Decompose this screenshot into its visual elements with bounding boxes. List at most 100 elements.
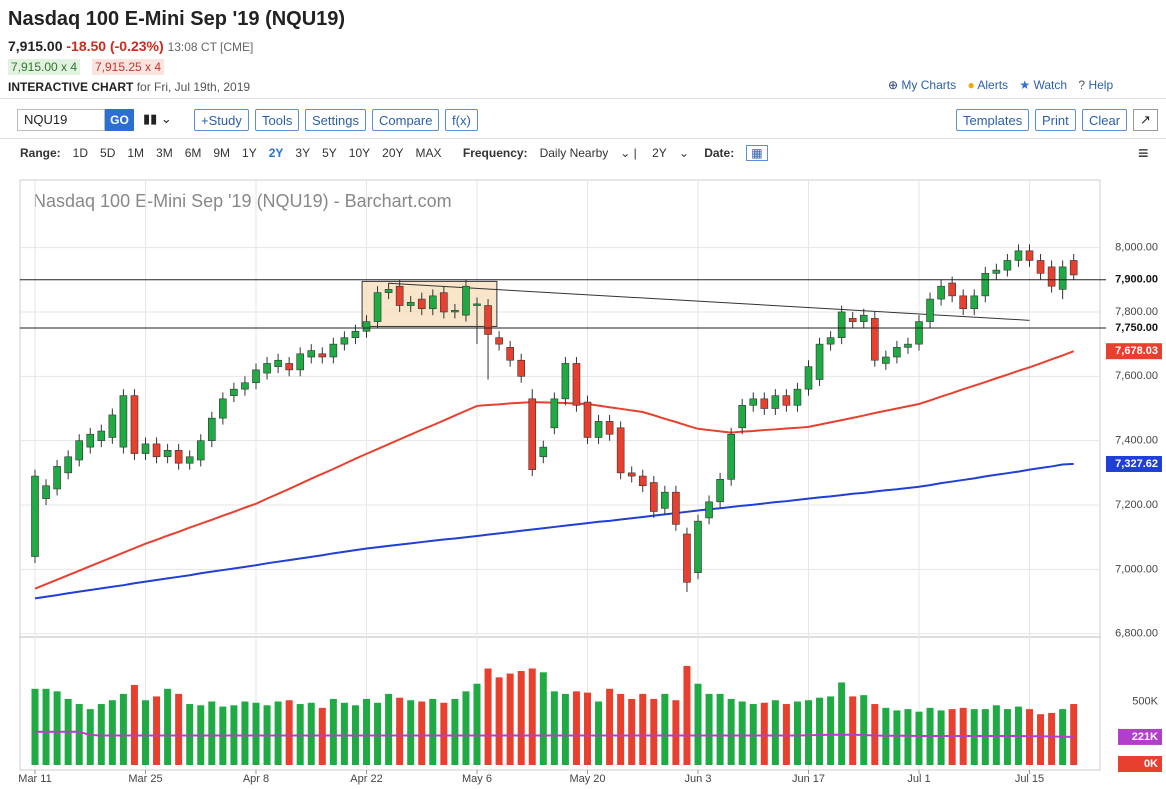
calendar[interactable]: ▦ xyxy=(746,145,768,161)
candle-body xyxy=(97,430,106,441)
menu[interactable]: ≡ xyxy=(1138,143,1149,163)
range-option[interactable]: 9M xyxy=(213,146,231,160)
y-tick-label: 8,000.00 xyxy=(1115,241,1158,253)
toolbar-button[interactable]: f(x) xyxy=(445,109,478,131)
toolbar-button[interactable]: Settings xyxy=(305,109,366,131)
candle-body xyxy=(462,285,470,316)
volume-bar xyxy=(970,709,978,765)
volume-bar xyxy=(1048,712,1056,765)
x-tick-label: Jul 15 xyxy=(1015,773,1044,785)
icon: ● xyxy=(967,78,975,92)
volume-bar xyxy=(595,701,603,765)
time: 13:08 CT [CME] xyxy=(167,40,254,54)
candle-body xyxy=(108,414,117,438)
icon: ? xyxy=(1078,78,1086,92)
candle-body xyxy=(893,347,901,358)
range-option[interactable]: 5Y xyxy=(322,146,337,160)
candle-body xyxy=(1069,260,1078,276)
volume-bar xyxy=(108,700,116,765)
volume-bar xyxy=(793,701,801,765)
volume-bar xyxy=(904,709,912,765)
expand-button[interactable]: ↗ xyxy=(1133,109,1158,131)
candle-body xyxy=(42,485,50,499)
range-option[interactable]: 1M xyxy=(127,146,145,160)
candle-body xyxy=(627,472,636,477)
symbol-input[interactable]: NQU19 xyxy=(17,109,105,131)
candle-body xyxy=(804,366,813,390)
toolbar-button[interactable]: +Study xyxy=(194,109,249,131)
range-label: Range: xyxy=(20,146,61,160)
go-button[interactable]: GO xyxy=(105,109,134,131)
volume-bar xyxy=(385,693,393,765)
volume-bar xyxy=(572,691,580,765)
volume-bar xyxy=(164,688,172,765)
volume-bar xyxy=(672,700,680,765)
volume-bar xyxy=(782,704,790,765)
hline-label: 7,750.00 xyxy=(1115,322,1158,334)
moving-average xyxy=(34,462,1074,600)
toolbar-button[interactable]: Clear xyxy=(1082,109,1128,131)
volume-marker: 221K xyxy=(1132,731,1158,743)
y-tick-label: 7,200.00 xyxy=(1115,499,1158,511)
link[interactable]: My Charts xyxy=(901,78,957,92)
ma-label: 7,678.03 xyxy=(1115,345,1158,357)
volume-bar xyxy=(484,668,492,765)
separator xyxy=(0,138,1166,139)
link[interactable]: Watch xyxy=(1033,78,1068,92)
volume-bar xyxy=(628,698,636,765)
candle-body xyxy=(948,282,956,297)
volume-bar xyxy=(639,693,647,765)
toolbar-button[interactable]: Compare xyxy=(372,109,440,131)
volume-bar xyxy=(937,710,945,765)
volume-marker-box xyxy=(1118,756,1162,772)
range-option[interactable]: 2Y xyxy=(268,146,284,160)
volume-bar xyxy=(683,665,691,765)
volume-bar xyxy=(561,693,569,765)
candle-body xyxy=(31,475,39,557)
candle-body xyxy=(561,363,570,400)
volume-bar xyxy=(374,702,382,765)
period[interactable]: 2Y xyxy=(652,146,667,160)
range-option[interactable]: MAX xyxy=(415,146,442,160)
range-option[interactable]: 20Y xyxy=(382,146,404,160)
candle-body xyxy=(307,350,316,358)
range-option[interactable]: 6M xyxy=(184,146,202,160)
volume-bar xyxy=(506,673,514,765)
range-option[interactable]: 1Y xyxy=(242,146,257,160)
candle-body xyxy=(495,337,503,345)
ask: 7,915.25 x 4 xyxy=(92,59,165,75)
toolbar-button[interactable]: Print xyxy=(1035,109,1076,131)
link[interactable]: Alerts xyxy=(977,78,1009,92)
candle-body xyxy=(252,369,260,384)
hline-label: 7,900.00 xyxy=(1115,274,1158,286)
toolbar-button[interactable]: Tools xyxy=(255,109,300,131)
volume-bar xyxy=(462,691,470,765)
volume-bar xyxy=(153,696,161,765)
date-label: Date: xyxy=(704,146,735,160)
candle-body xyxy=(572,363,581,406)
range-option[interactable]: 3M xyxy=(156,146,173,160)
candle-body xyxy=(716,479,724,503)
range-option[interactable]: 5D xyxy=(100,146,116,160)
volume-bar xyxy=(749,704,757,765)
volume-bar xyxy=(285,700,293,765)
volume-bar xyxy=(86,709,94,765)
volume-bar xyxy=(716,693,724,765)
link[interactable]: Help xyxy=(1088,78,1114,92)
dropdown: ⌄ xyxy=(678,146,689,160)
x-tick-label: Mar 25 xyxy=(128,773,162,785)
volume-tick-label: 500K xyxy=(1132,695,1158,707)
range-option[interactable]: 10Y xyxy=(348,146,371,160)
candle-body xyxy=(738,404,747,429)
volume-bar xyxy=(893,710,901,765)
volume-bar xyxy=(75,704,83,765)
frequency[interactable]: Daily Nearby xyxy=(539,146,609,160)
range-option[interactable]: 3Y xyxy=(295,146,311,160)
range-option[interactable]: 1D xyxy=(72,146,89,160)
moving-average xyxy=(34,350,1075,590)
chart-type[interactable]: ▮▮ ⌄ xyxy=(143,111,172,126)
volume-bar xyxy=(42,688,50,765)
toolbar-button[interactable]: Templates xyxy=(956,109,1030,131)
date-label: for Fri, Jul 19th, 2019 xyxy=(136,80,251,94)
volume-marker: 0K xyxy=(1144,758,1158,770)
